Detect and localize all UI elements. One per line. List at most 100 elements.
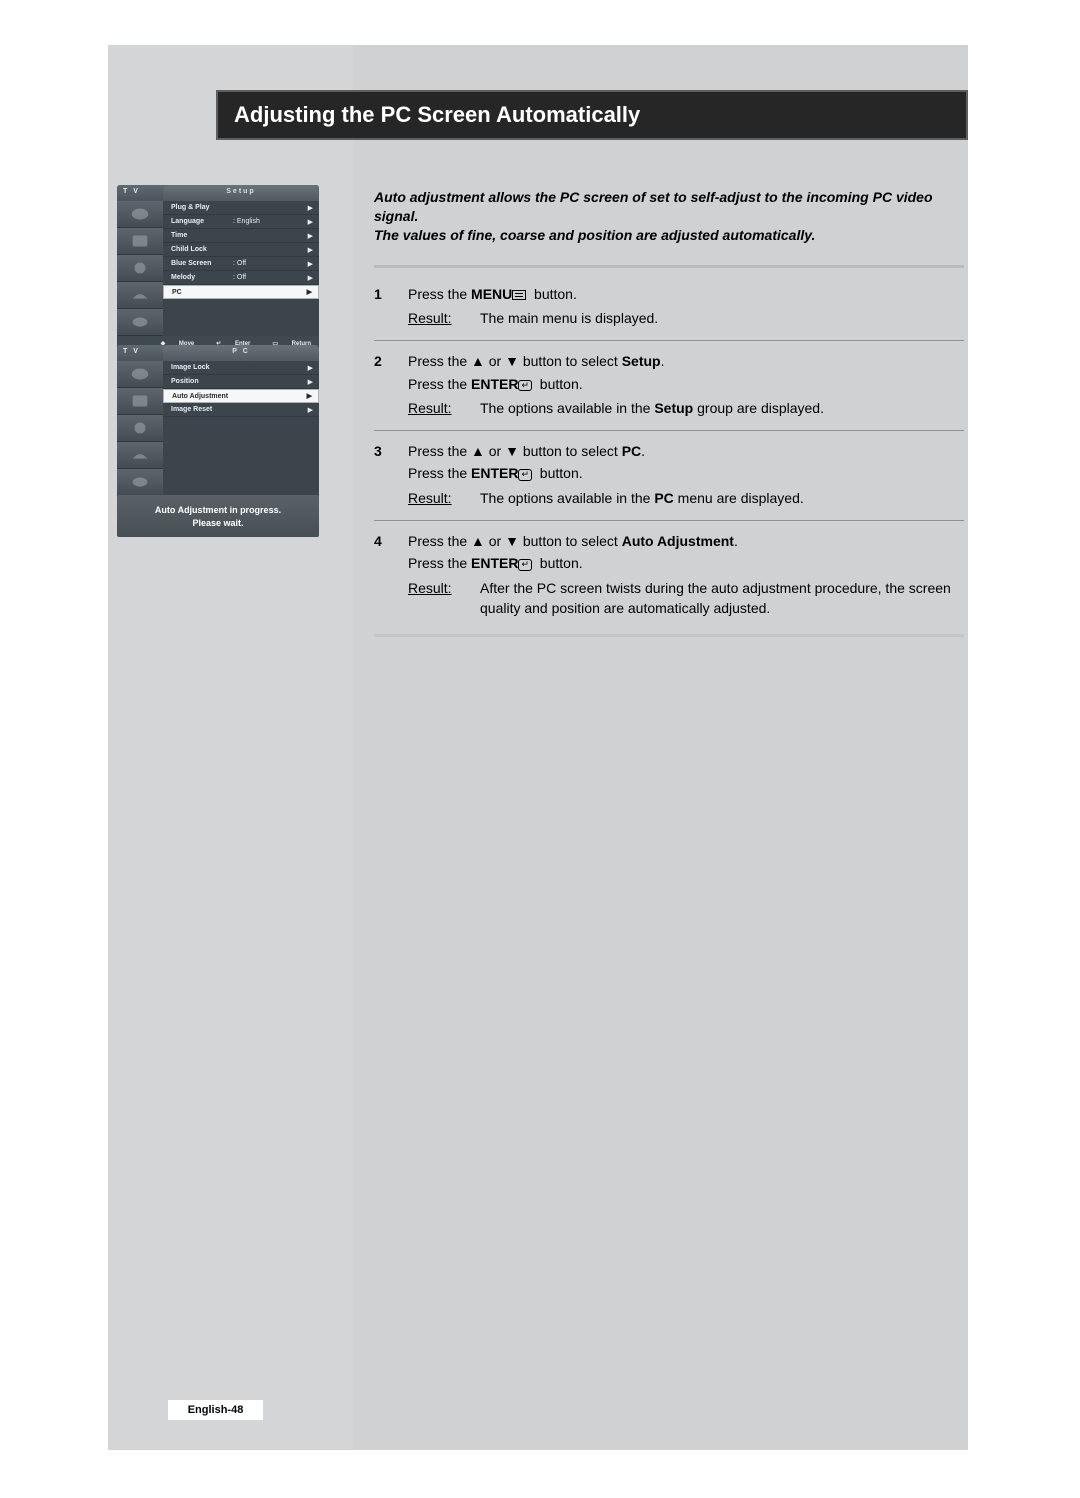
osd-row-arrow-icon: ▶ [307, 392, 312, 400]
step-line: Press the ▲ or ▼ button to select Setup. [408, 351, 964, 371]
osd-icon [117, 388, 163, 415]
step-number: 3 [374, 441, 408, 508]
step: 4Press the ▲ or ▼ button to select Auto … [374, 531, 964, 624]
osd-row: Blue Screen: Off▶ [163, 257, 319, 271]
osd-row-arrow-icon: ▶ [307, 288, 312, 296]
steps-list: 1Press the MENU button.Result:The main m… [374, 284, 964, 638]
result-label: Result: [408, 308, 480, 328]
osd-pc-screenshot: T V P C Image Lock▶Position▶Auto Adjustm… [117, 345, 319, 510]
osd-row: Child Lock ▶ [163, 243, 319, 257]
osd-pc-title: P C [163, 345, 319, 361]
step-line: Press the MENU button. [408, 284, 964, 304]
osd-setup-list: Plug & Play▶Language: English▶Time▶Child… [163, 201, 319, 336]
osd-icon [117, 228, 163, 255]
step-number: 2 [374, 351, 408, 418]
osd-row-label: Melody [171, 274, 233, 281]
osd-row-label: Plug & Play [171, 204, 233, 211]
osd-row-label: Auto Adjustment [172, 393, 234, 400]
osd-setup-header: T V Setup [117, 185, 319, 201]
osd-icon [117, 309, 163, 336]
step-number: 4 [374, 531, 408, 618]
osd-row-label: Position [171, 378, 233, 385]
osd-row-arrow-icon: ▶ [308, 246, 313, 254]
auto-adjustment-progress-box: Auto Adjustment in progress. Please wait… [117, 495, 319, 537]
osd-row-arrow-icon: ▶ [308, 218, 313, 226]
osd-icon [117, 255, 163, 282]
osd-icon [117, 415, 163, 442]
step-line: Press the ▲ or ▼ button to select Auto A… [408, 531, 964, 551]
intro-line1: Auto adjustment allows the PC screen of … [374, 188, 964, 226]
osd-row-arrow-icon: ▶ [308, 364, 313, 372]
step-body: Press the ▲ or ▼ button to select Setup.… [408, 351, 964, 418]
osd-icon [117, 469, 163, 496]
osd-row-arrow-icon: ▶ [308, 406, 313, 414]
result-label: Result: [408, 398, 480, 418]
osd-row-value: : Off [233, 274, 308, 281]
progress-line2: Please wait. [117, 518, 319, 528]
osd-row-value: : English [233, 218, 308, 225]
page-number: English-48 [168, 1400, 263, 1420]
step-divider [374, 430, 964, 431]
osd-icon-column [117, 201, 163, 336]
osd-icon-column [117, 361, 163, 496]
osd-row-label: Image Reset [171, 406, 233, 413]
result-text: The options available in the Setup group… [480, 398, 964, 418]
osd-row: PC ▶ [163, 285, 319, 299]
step-result-row: Result:After the PC screen twists during… [408, 578, 964, 619]
divider-top [374, 265, 964, 268]
progress-line1: Auto Adjustment in progress. [117, 505, 319, 515]
osd-row: Melody: Off▶ [163, 271, 319, 285]
osd-pc-list: Image Lock▶Position▶Auto Adjustment▶Imag… [163, 361, 319, 496]
osd-row-arrow-icon: ▶ [308, 204, 313, 212]
osd-row: Image Lock ▶ [163, 361, 319, 375]
step-divider [374, 634, 964, 637]
osd-icon [117, 442, 163, 469]
osd-row-arrow-icon: ▶ [308, 378, 313, 386]
osd-row-label: Image Lock [171, 364, 233, 371]
osd-row: Language: English▶ [163, 215, 319, 229]
result-label: Result: [408, 578, 480, 619]
step-body: Press the ▲ or ▼ button to select PC.Pre… [408, 441, 964, 508]
osd-icon [117, 282, 163, 309]
step-line: Press the ENTER↵ button. [408, 463, 964, 483]
step-result-row: Result:The options available in the PC m… [408, 488, 964, 508]
main-content: Auto adjustment allows the PC screen of … [374, 188, 964, 637]
osd-row-label: PC [172, 289, 234, 296]
osd-row-arrow-icon: ▶ [308, 260, 313, 268]
result-text: After the PC screen twists during the au… [480, 578, 964, 619]
osd-row-value: : Off [233, 260, 308, 267]
osd-row-label: Blue Screen [171, 260, 233, 267]
page-title-bar: Adjusting the PC Screen Automatically [216, 90, 968, 140]
page-title: Adjusting the PC Screen Automatically [234, 102, 640, 128]
osd-icon [117, 201, 163, 228]
step-divider [374, 520, 964, 521]
step-line: Press the ENTER↵ button. [408, 374, 964, 394]
step-divider [374, 340, 964, 341]
osd-row: Auto Adjustment ▶ [163, 389, 319, 403]
step: 1Press the MENU button. Result:The main m… [374, 284, 964, 335]
result-text: The main menu is displayed. [480, 308, 964, 328]
step: 3Press the ▲ or ▼ button to select PC.Pr… [374, 441, 964, 514]
step-line: Press the ENTER↵ button. [408, 553, 964, 573]
osd-corner-label: T V [117, 345, 163, 361]
step-line: Press the ▲ or ▼ button to select PC. [408, 441, 964, 461]
osd-row: Image Reset ▶ [163, 403, 319, 417]
intro-line2: The values of fine, coarse and position … [374, 226, 964, 245]
osd-pc-header: T V P C [117, 345, 319, 361]
osd-icon [117, 361, 163, 388]
osd-row-label: Time [171, 232, 233, 239]
step-body: Press the ▲ or ▼ button to select Auto A… [408, 531, 964, 618]
osd-row: Plug & Play ▶ [163, 201, 319, 215]
osd-row: Position ▶ [163, 375, 319, 389]
step-result-row: Result:The options available in the Setu… [408, 398, 964, 418]
step: 2Press the ▲ or ▼ button to select Setup… [374, 351, 964, 424]
result-label: Result: [408, 488, 480, 508]
step-body: Press the MENU button. Result:The main me… [408, 284, 964, 329]
step-number: 1 [374, 284, 408, 329]
intro-text: Auto adjustment allows the PC screen of … [374, 188, 964, 265]
osd-setup-screenshot: T V Setup Plug & Play▶Language: English▶… [117, 185, 319, 350]
osd-setup-title: Setup [163, 185, 319, 201]
osd-row-label: Language [171, 218, 233, 225]
osd-row-label: Child Lock [171, 246, 233, 253]
osd-row: Time▶ [163, 229, 319, 243]
